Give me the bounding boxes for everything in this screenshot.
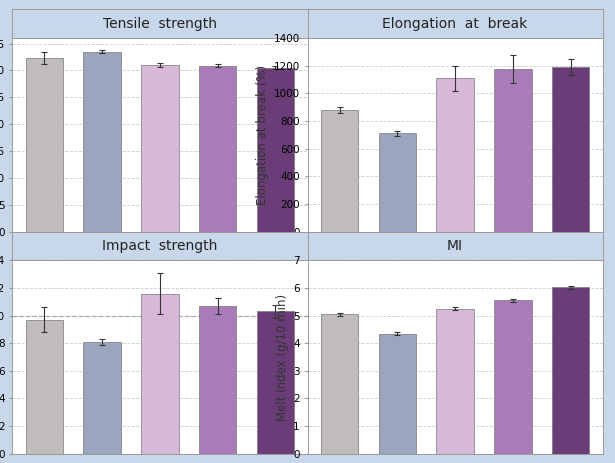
Bar xyxy=(552,67,589,231)
Bar xyxy=(84,342,121,454)
Text: Tensile  strength: Tensile strength xyxy=(103,17,217,31)
Bar xyxy=(379,333,416,454)
Bar xyxy=(256,312,294,454)
Bar xyxy=(437,78,474,232)
Bar xyxy=(26,320,63,454)
Bar xyxy=(84,51,121,232)
Y-axis label: Melt Index (g/10 min): Melt Index (g/10 min) xyxy=(276,294,289,420)
Bar xyxy=(379,133,416,232)
Bar xyxy=(199,66,236,232)
Text: MI: MI xyxy=(447,239,463,253)
Bar xyxy=(141,65,178,232)
Bar xyxy=(256,68,294,232)
Bar xyxy=(199,306,236,454)
Bar xyxy=(494,69,531,232)
Text: Elongation  at  break: Elongation at break xyxy=(383,17,528,31)
Text: Impact  strength: Impact strength xyxy=(102,239,218,253)
Bar xyxy=(494,300,531,454)
Bar xyxy=(26,58,63,232)
Bar xyxy=(437,309,474,454)
Bar xyxy=(552,288,589,454)
Bar xyxy=(321,110,359,232)
Y-axis label: Elongation at break (%): Elongation at break (%) xyxy=(256,65,269,205)
Bar xyxy=(321,314,359,454)
Bar xyxy=(141,294,178,454)
